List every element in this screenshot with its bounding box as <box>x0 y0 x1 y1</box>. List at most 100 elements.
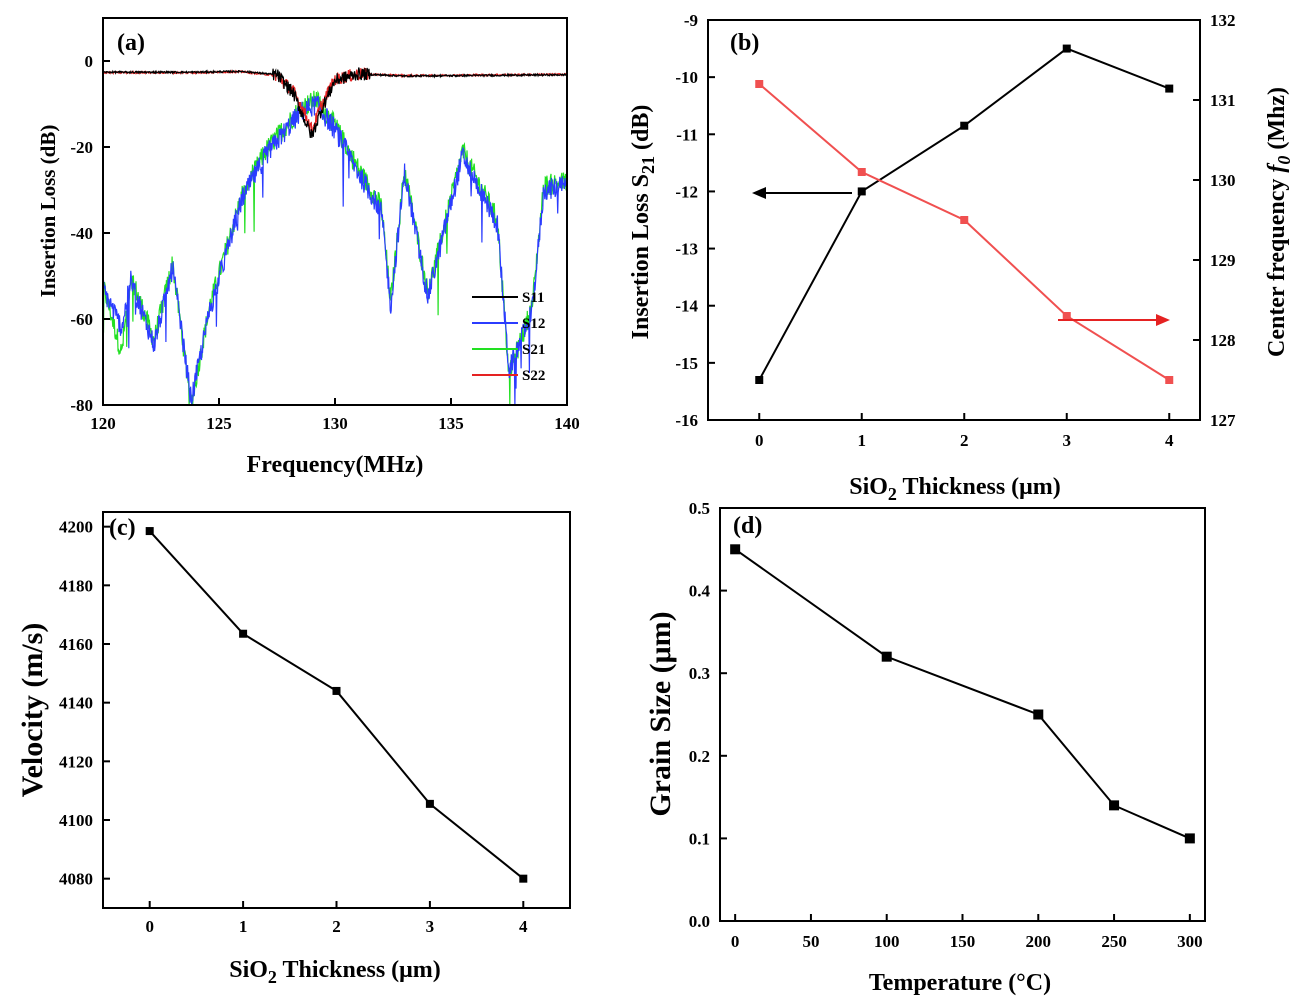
c-ytick-label-4: 4160 <box>59 635 93 654</box>
b2-ytick-label-3: 130 <box>1210 171 1236 190</box>
b2-ytick-label-4: 131 <box>1210 91 1236 110</box>
c-frame <box>102 511 571 909</box>
b-series-insertion-loss-line <box>758 47 1170 381</box>
d-xtick-label-2: 100 <box>874 932 900 951</box>
b-series-insertion-loss-point-2 <box>960 121 969 130</box>
b-right-axis-arrow <box>1058 314 1170 326</box>
a-ytick-label-4: 0 <box>85 52 94 71</box>
a-legend-label-s11: S11 <box>522 290 545 306</box>
a-series-s21 <box>103 90 567 405</box>
c-ylabel: Velocity (m/s) <box>16 623 49 798</box>
b-xtick-label-4: 4 <box>1165 431 1174 450</box>
a-ylabel: Insertion Loss (dB) <box>36 125 60 298</box>
b-plot-area <box>755 44 1174 384</box>
d-plot-area <box>730 544 1195 844</box>
b-ylabel: Insertion Loss S21 (dB) <box>628 105 658 340</box>
a-legend-label-s21: S21 <box>522 342 545 358</box>
b-ytick-label-3: -13 <box>675 240 698 259</box>
c-ytick-label-3: 4140 <box>59 694 93 713</box>
c-xtick-label-4: 4 <box>519 917 528 936</box>
panel-c: 0 1 2 3 4 4080 4100 4120 4140 4160 4180 4200 (c) Si… <box>16 511 571 987</box>
a-ytick-label-2: -40 <box>70 224 93 243</box>
b-ytick-label-4: -12 <box>675 182 698 201</box>
c-xtick-label-2: 2 <box>332 917 341 936</box>
b-xtick-label-1: 1 <box>858 431 867 450</box>
b-xtick-label-3: 3 <box>1063 431 1072 450</box>
b-xlabel: SiO2 Thickness (μm) <box>849 474 1061 504</box>
d-series-grain-size-point-1 <box>881 651 892 662</box>
d-ytick-label-0: 0.0 <box>689 912 710 931</box>
c-xlabel: SiO2 Thickness (μm) <box>229 957 441 987</box>
b-series-insertion-loss-point-4 <box>1165 84 1174 93</box>
d-ytick-label-2: 0.2 <box>689 747 710 766</box>
d-ytick-label-5: 0.5 <box>689 499 710 518</box>
b-xtick-label-2: 2 <box>960 431 969 450</box>
c-xtick-label-0: 0 <box>145 917 154 936</box>
b-y2label: Center frequency f0 (Mhz) <box>1264 87 1294 357</box>
a-ytick-label-1: -60 <box>70 310 93 329</box>
b-ytick-label-6: -10 <box>675 68 698 87</box>
d-xtick-label-4: 200 <box>1026 932 1052 951</box>
b-ticks: 0 1 2 3 4 -16 -15 -14 -13 -12 -11 -10 -9 127 128 129 130… <box>675 11 1236 450</box>
c-series-velocity-point-0 <box>145 527 154 536</box>
b-frame <box>707 19 1201 421</box>
b-ytick-label-7: -9 <box>684 11 698 30</box>
a-legend: S11 S12 S21 S22 <box>472 290 545 384</box>
c-xtick-label-1: 1 <box>239 917 248 936</box>
a-xlabel: Frequency(MHz) <box>247 452 424 478</box>
c-series-velocity-point-1 <box>239 629 248 638</box>
d-ytick-label-4: 0.4 <box>689 582 711 601</box>
a-xtick-label-2: 130 <box>322 414 348 433</box>
d-frame <box>719 507 1206 922</box>
b2-ytick-label-1: 128 <box>1210 331 1236 350</box>
b-series-center-frequency-point-2 <box>960 216 969 224</box>
d-xlabel: Temperature (°C) <box>869 970 1051 996</box>
c-series-velocity-line <box>148 530 524 880</box>
c-panel-label: (c) <box>109 515 136 541</box>
c-series-velocity-point-4 <box>519 874 528 883</box>
a-legend-label-s12: S12 <box>522 316 545 332</box>
b2-ytick-label-2: 129 <box>1210 251 1236 270</box>
b-ytick-label-1: -15 <box>675 354 698 373</box>
c-series-velocity-point-2 <box>332 686 341 695</box>
a-ytick-label-3: -20 <box>70 138 93 157</box>
b-xtick-label-0: 0 <box>755 431 764 450</box>
b-ytick-label-5: -11 <box>676 125 698 144</box>
d-xtick-label-5: 250 <box>1101 932 1127 951</box>
d-xtick-label-6: 300 <box>1177 932 1203 951</box>
a-xtick-label-3: 135 <box>438 414 464 433</box>
c-ticks: 0 1 2 3 4 4080 4100 4120 4140 4160 4180 4200 <box>59 518 528 936</box>
c-ytick-label-6: 4200 <box>59 518 93 537</box>
b2-ytick-label-0: 127 <box>1210 411 1236 430</box>
a-panel-label: (a) <box>117 30 145 56</box>
d-ytick-label-1: 0.1 <box>689 829 710 848</box>
b-series-insertion-loss-point-3 <box>1062 44 1071 53</box>
c-ytick-label-5: 4180 <box>59 576 93 595</box>
b-series-center-frequency-point-4 <box>1165 376 1174 384</box>
c-series-velocity-point-3 <box>425 799 434 808</box>
d-panel-label: (d) <box>733 513 762 539</box>
d-xtick-label-1: 50 <box>802 932 819 951</box>
panel-b: 0 1 2 3 4 -16 -15 -14 -13 -12 -11 -10 -9 127 128 129 130… <box>628 11 1294 504</box>
b2-ytick-label-5: 132 <box>1210 11 1236 30</box>
b-panel-label: (b) <box>730 30 759 56</box>
a-legend-label-s22: S22 <box>522 368 545 384</box>
c-ytick-label-1: 4100 <box>59 811 93 830</box>
d-xtick-label-3: 150 <box>950 932 976 951</box>
b-series-center-frequency-point-3 <box>1062 312 1071 320</box>
d-series-grain-size-point-0 <box>730 544 741 555</box>
a-xtick-label-1: 125 <box>206 414 232 433</box>
c-plot-area <box>145 527 528 883</box>
b-series-center-frequency-point-1 <box>857 168 866 176</box>
a-plot-area <box>103 67 567 405</box>
panel-a: 120 125 130 135 140 -80 -60 -40 -20 0 (a) Frequen… <box>36 17 580 478</box>
d-xtick-label-0: 0 <box>731 932 740 951</box>
d-series-grain-size-point-2 <box>1033 709 1044 720</box>
a-xtick-label-4: 140 <box>554 414 580 433</box>
panel-d: 0 50 100 150 200 250 300 0.0 0.1 0.2 0.3 0.4 0.5 (d)… <box>644 499 1206 996</box>
d-ylabel: Grain Size (μm) <box>644 611 677 816</box>
b-left-axis-arrow <box>752 187 852 199</box>
d-ticks: 0 50 100 150 200 250 300 0.0 0.1 0.2 0.3 0.4 0.5 <box>689 499 1203 951</box>
c-ytick-label-2: 4120 <box>59 752 93 771</box>
